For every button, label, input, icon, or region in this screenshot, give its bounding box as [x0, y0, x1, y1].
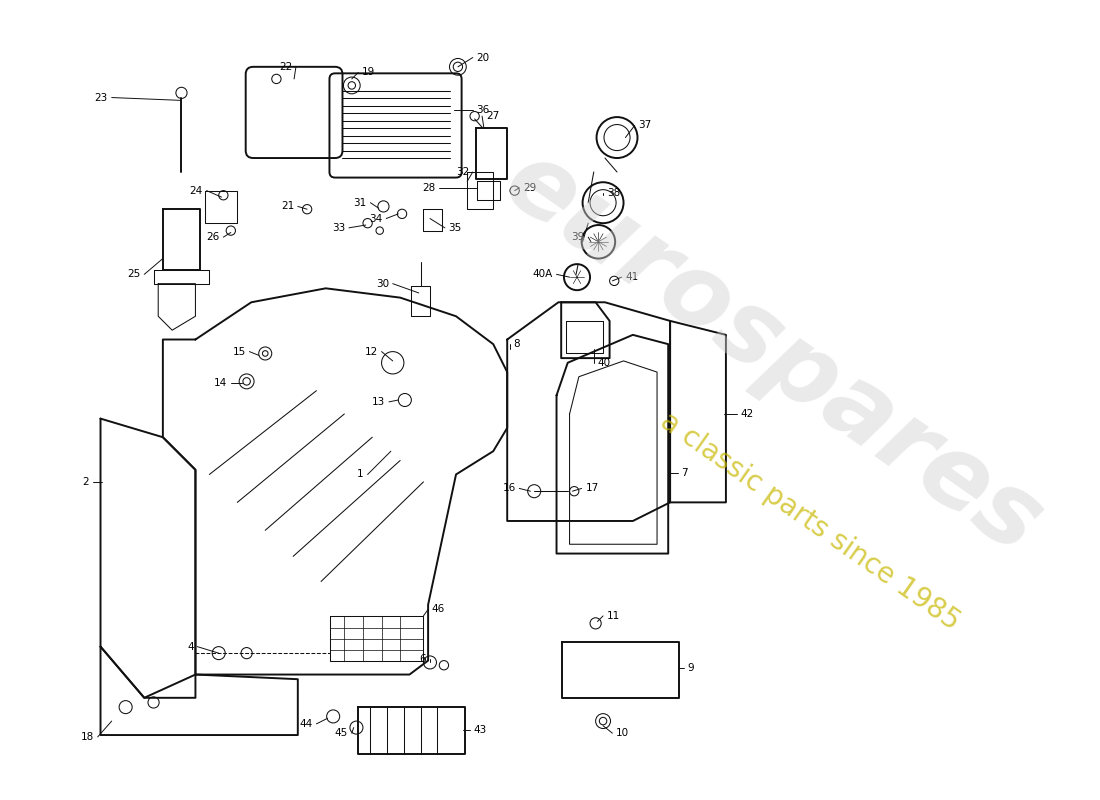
Text: 16: 16	[503, 483, 516, 494]
Text: 20: 20	[476, 53, 490, 62]
Text: 34: 34	[370, 214, 383, 223]
Text: 43: 43	[474, 726, 487, 735]
Text: 13: 13	[372, 397, 385, 407]
Text: 21: 21	[280, 202, 294, 211]
Text: 9: 9	[688, 663, 694, 673]
Text: 19: 19	[362, 67, 375, 78]
Text: 10: 10	[616, 728, 629, 738]
Text: 22: 22	[279, 62, 293, 72]
Text: 11: 11	[607, 611, 620, 621]
Text: 39: 39	[571, 232, 584, 242]
Text: 42: 42	[740, 409, 755, 419]
Text: 27: 27	[486, 111, 499, 121]
Text: 7: 7	[681, 467, 688, 478]
Text: 40A: 40A	[532, 270, 553, 279]
Text: 17: 17	[585, 483, 598, 494]
Text: 1: 1	[358, 470, 364, 479]
Text: a classic parts since 1985: a classic parts since 1985	[654, 406, 965, 635]
Text: 4: 4	[187, 642, 194, 652]
Text: 12: 12	[364, 346, 377, 357]
Text: eurospares: eurospares	[485, 132, 1059, 574]
Text: 30: 30	[376, 278, 389, 289]
Text: 18: 18	[80, 732, 94, 742]
Text: 38: 38	[607, 188, 620, 198]
Text: 26: 26	[207, 232, 220, 242]
Text: 28: 28	[422, 183, 436, 193]
Text: 15: 15	[232, 346, 245, 357]
Text: 45: 45	[334, 728, 348, 738]
Text: 25: 25	[128, 270, 141, 279]
Text: 44: 44	[299, 719, 312, 729]
Text: 14: 14	[213, 378, 227, 388]
Text: 46: 46	[432, 604, 446, 614]
Text: 35: 35	[449, 223, 462, 233]
Text: 29: 29	[522, 183, 537, 193]
Text: 8: 8	[514, 339, 520, 349]
Text: 33: 33	[332, 223, 345, 233]
Text: 24: 24	[189, 186, 202, 196]
Text: 2: 2	[82, 477, 89, 487]
Text: 31: 31	[353, 198, 366, 208]
Text: 41: 41	[626, 272, 639, 282]
Text: 40: 40	[597, 358, 611, 368]
Text: 36: 36	[476, 105, 490, 114]
Text: 37: 37	[638, 121, 651, 130]
Text: 6: 6	[419, 654, 426, 664]
Text: 32: 32	[455, 167, 469, 177]
Text: 23: 23	[95, 93, 108, 102]
